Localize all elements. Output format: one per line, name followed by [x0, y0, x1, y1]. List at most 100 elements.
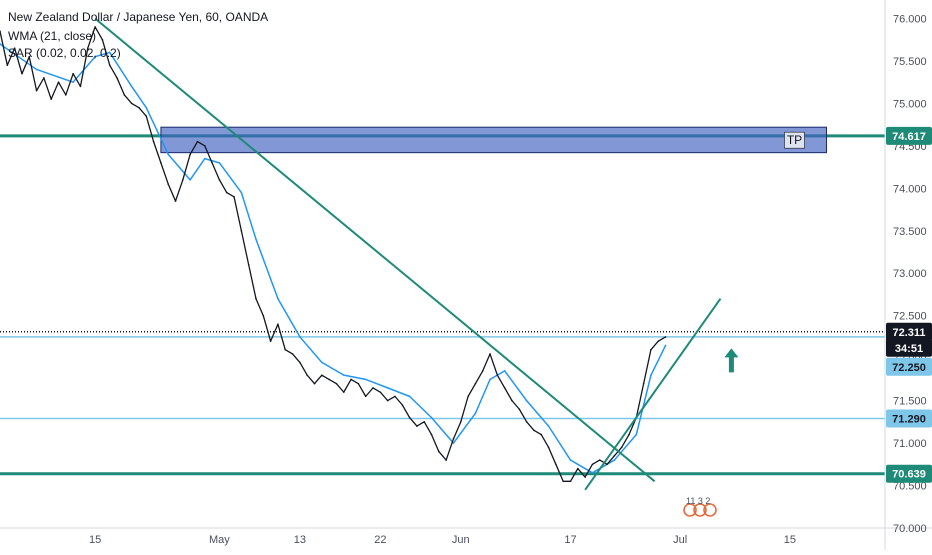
price-line-point — [584, 476, 586, 478]
up-arrow-icon — [724, 348, 739, 373]
price-line-point — [474, 382, 477, 385]
price-line-point — [21, 72, 23, 75]
price-line-point — [408, 416, 411, 419]
x-tick-label: Jun — [452, 534, 470, 546]
price-line-point — [481, 370, 484, 372]
tp-label: TP — [787, 133, 802, 147]
price-line-point — [438, 450, 440, 453]
axis-price-label: 70.639 — [892, 469, 926, 481]
price-line-point — [342, 391, 345, 393]
price-line-point — [350, 378, 352, 381]
price-line-point — [394, 395, 396, 398]
price-line-point — [503, 387, 506, 389]
price-line-point — [591, 463, 594, 466]
axis-price-label: 34:51 — [895, 343, 923, 355]
x-tick-label: May — [209, 534, 230, 546]
event-badge-circle — [683, 503, 697, 517]
wma-line-point — [240, 191, 243, 194]
price-line-point — [328, 378, 330, 381]
price-line-point — [372, 387, 374, 389]
price-line-point — [203, 145, 206, 147]
wma-line-point — [35, 68, 38, 71]
price-line-point — [152, 140, 155, 143]
price-line-point — [650, 348, 652, 351]
price-line-point — [101, 38, 104, 41]
tp-zone-rect — [160, 126, 827, 154]
price-line-point — [489, 353, 491, 355]
price-line-point — [35, 89, 38, 92]
axis-price-labels: 74.617 72.311 34:51 72.250 71.290 70.639 — [886, 126, 932, 483]
tp-label-box — [784, 131, 805, 149]
price-line-point — [569, 480, 572, 483]
wma-line-point — [364, 378, 367, 381]
price-line-point — [218, 179, 221, 181]
price-line-point — [72, 72, 74, 75]
price-line-point — [430, 433, 433, 436]
tp-zone[interactable]: TP — [160, 126, 827, 154]
price-line-point — [401, 404, 404, 406]
axis-price-label: 74.617 — [892, 131, 926, 143]
wma-line-point — [255, 238, 257, 241]
trend-lines[interactable] — [94, 17, 722, 491]
price-line-point — [445, 459, 447, 461]
price-line-point — [386, 399, 389, 402]
price-line-point — [240, 229, 243, 232]
wma-line-point — [203, 157, 206, 160]
price-line-point — [225, 191, 228, 194]
price-line-point — [555, 463, 557, 466]
axis-price-label-box — [886, 357, 932, 376]
wma-line-point — [525, 399, 528, 402]
price-line-point — [79, 85, 82, 88]
price-line-point — [657, 340, 660, 342]
wma-line-point — [108, 51, 111, 54]
price-line-point — [416, 425, 418, 427]
wma-line-point — [145, 106, 148, 109]
wma-line-point — [72, 81, 74, 83]
price-line-point — [613, 455, 616, 457]
wma-line-point — [277, 297, 279, 300]
axis-price-label: 71.290 — [892, 413, 926, 425]
y-tick-label: 72.500 — [893, 311, 927, 323]
price-line-point — [291, 353, 294, 355]
price-line-point — [547, 446, 550, 449]
y-tick-label: 70.500 — [893, 481, 927, 493]
event-badge-circle — [703, 503, 717, 517]
indicator-wma-label[interactable]: WMA (21, close) — [8, 29, 97, 43]
x-axis-ticks[interactable]: 15 May 13 22 Jun 17 Jul 15 — [89, 534, 796, 546]
wma-line-point — [408, 395, 411, 398]
price-line-point — [620, 446, 623, 449]
y-tick-label: 71.000 — [893, 438, 927, 450]
price-line-point — [284, 348, 287, 351]
wma-line-point — [386, 387, 389, 389]
wma-line-point — [547, 425, 550, 427]
price-line-point — [518, 408, 521, 410]
wma-series — [0, 43, 667, 474]
price-line-point — [174, 200, 177, 202]
y-tick-label: 73.000 — [893, 268, 927, 280]
axis-price-label: 72.250 — [892, 362, 926, 374]
axis-price-label-box — [886, 464, 932, 483]
plot-background — [0, 0, 885, 528]
up-arrow-shape — [724, 348, 739, 373]
event-badges[interactable]: 11 3 2 — [683, 496, 717, 517]
indicator-sar-label[interactable]: SAR (0.02, 0.02, 0.2) — [8, 46, 121, 60]
price-line-point — [123, 94, 126, 96]
price-line-point — [277, 323, 279, 325]
price-line-point — [606, 463, 608, 466]
price-line-point — [642, 382, 645, 385]
price-line-point — [138, 106, 140, 109]
price-line-point — [0, 30, 1, 33]
axis-price-label: 72.311 — [892, 327, 925, 339]
price-line-point — [313, 382, 316, 385]
price-line-point — [247, 263, 250, 266]
wma-line-point — [218, 162, 221, 164]
price-line-point — [255, 297, 257, 300]
price-line-point — [94, 26, 96, 28]
y-axis-ticks[interactable]: 76.00075.50075.00074.50074.00073.50073.0… — [893, 13, 927, 535]
y-tick-label: 71.500 — [893, 396, 927, 408]
wma-line-point — [321, 361, 323, 364]
x-tick-label: 13 — [294, 534, 306, 546]
price-line-point — [182, 179, 184, 181]
wma-line-point — [94, 55, 96, 58]
